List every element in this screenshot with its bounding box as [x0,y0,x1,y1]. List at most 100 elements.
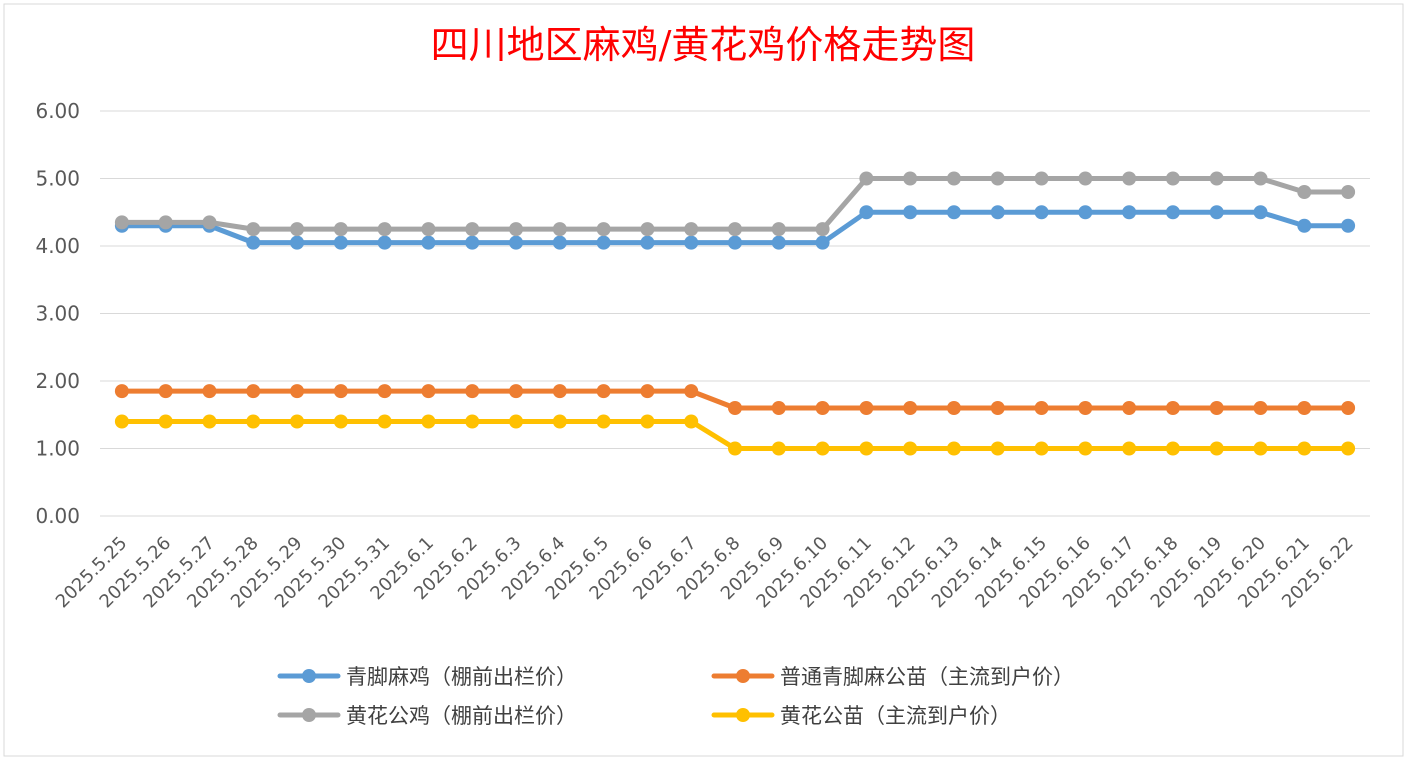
data-point [1165,441,1180,456]
data-point [552,414,567,429]
data-point [552,222,567,237]
data-point [1078,441,1093,456]
legend-item: 黄花公鸡（棚前出栏价） [277,704,577,728]
legend-item: 普通青脚麻公苗（主流到户价） [711,665,1074,689]
data-point [1341,185,1356,199]
data-point [333,414,348,429]
data-point [1165,401,1180,415]
data-point [596,384,611,399]
chart-area-border [3,3,1404,757]
data-point [552,384,567,399]
series-1 [114,384,1356,415]
data-point [333,384,348,399]
data-point [771,235,786,250]
data-point [1122,401,1137,415]
data-point [202,384,217,399]
data-point [771,401,786,415]
data-point [815,441,830,456]
data-point [859,441,874,456]
data-point [333,222,348,237]
data-point [465,414,480,429]
legend-label: 普通青脚麻公苗（主流到户价） [780,665,1074,689]
data-point [771,222,786,237]
y-axis: 0.00 1.00 2.00 3.00 4.00 5.00 6.00 [35,99,80,528]
data-point [246,222,261,237]
chart-title: 四川地区麻鸡/黄花鸡价格走势图 [431,23,976,67]
data-point [684,414,699,429]
legend-marker [736,669,750,683]
legend-label: 黄花公苗（主流到户价） [780,704,1011,728]
data-point [1341,218,1356,233]
legend: 青脚麻鸡（棚前出栏价） 普通青脚麻公苗（主流到户价） 黄花公鸡（棚前出栏价） 黄花公苗… [277,665,1074,728]
data-point [1165,205,1180,220]
data-point [114,384,129,399]
data-point [246,235,261,250]
data-point [377,384,392,399]
data-point [903,401,918,415]
data-point [1034,205,1049,220]
data-point [509,384,524,399]
data-point [596,235,611,250]
data-point [946,205,961,220]
data-point [158,384,173,399]
data-point [421,235,436,250]
data-point [728,222,742,237]
data-point [684,222,699,237]
data-point [946,401,961,415]
data-point [377,414,392,429]
data-point [421,384,436,399]
data-point [990,171,1005,186]
data-point [990,401,1005,415]
series-lines [114,171,1356,456]
data-point [333,235,348,250]
data-point [465,222,480,237]
data-point [377,222,392,237]
data-point [290,222,305,237]
data-point [509,235,524,250]
legend-marker [302,708,316,722]
data-point [1297,441,1312,456]
y-tick-label: 0.00 [35,504,80,528]
data-point [290,384,305,399]
y-tick-label: 5.00 [35,167,80,191]
data-point [1297,401,1312,415]
data-point [946,171,961,186]
data-point [1341,401,1356,415]
data-point [1209,171,1224,186]
data-point [815,222,830,237]
legend-item: 青脚麻鸡（棚前出栏价） [277,665,577,689]
data-point [640,414,655,429]
data-point [1253,171,1268,186]
data-point [114,414,129,429]
data-point [946,441,961,456]
data-point [903,171,918,186]
data-point [202,414,217,429]
data-point [1078,401,1093,415]
data-point [859,401,874,415]
data-point [1209,441,1224,456]
y-tick-label: 4.00 [35,234,80,258]
data-point [1253,441,1268,456]
data-point [1034,171,1049,186]
data-point [1165,171,1180,186]
data-point [246,414,261,429]
data-point [1253,401,1268,415]
legend-item: 黄花公苗（主流到户价） [711,704,1011,728]
data-point [859,205,874,220]
data-point [728,401,742,415]
data-point [509,222,524,237]
data-point [1297,218,1312,233]
legend-label: 黄花公鸡（棚前出栏价） [346,704,577,728]
y-tick-label: 1.00 [35,437,80,461]
data-point [903,205,918,220]
data-point [465,384,480,399]
data-point [509,414,524,429]
data-point [596,414,611,429]
legend-marker [736,708,750,722]
data-point [1253,205,1268,220]
legend-label: 青脚麻鸡（棚前出栏价） [346,665,577,689]
data-point [990,441,1005,456]
data-point [1034,441,1049,456]
series-2 [114,171,1356,237]
